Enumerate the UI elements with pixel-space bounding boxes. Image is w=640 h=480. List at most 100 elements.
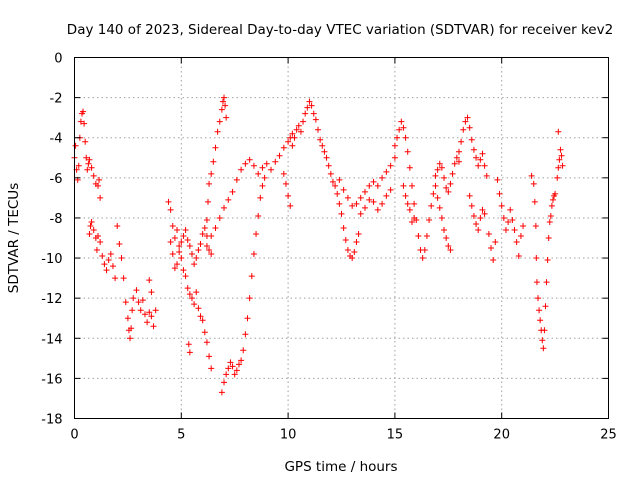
data-point <box>212 224 219 231</box>
data-point <box>208 232 215 239</box>
data-point <box>191 261 198 268</box>
data-point <box>93 247 100 254</box>
data-point <box>396 126 403 133</box>
data-point <box>182 226 189 233</box>
data-point <box>308 102 315 109</box>
data-point <box>199 230 206 237</box>
data-point <box>129 307 136 314</box>
data-point <box>464 114 471 121</box>
data-point <box>473 220 480 227</box>
data-point <box>171 235 178 241</box>
data-point <box>219 98 226 105</box>
data-point <box>537 317 544 324</box>
data-point <box>455 148 462 155</box>
data-point <box>559 162 566 169</box>
data-point <box>178 239 185 246</box>
data-point <box>344 247 351 254</box>
data-point <box>349 255 356 262</box>
data-point <box>488 245 495 252</box>
data-point <box>552 190 559 197</box>
data-point <box>468 136 475 143</box>
data-point <box>349 202 356 209</box>
data-point <box>479 206 486 213</box>
data-point <box>317 136 324 143</box>
data-point <box>133 287 140 294</box>
data-point <box>90 226 97 233</box>
data-point <box>404 148 411 155</box>
plot-frame <box>74 57 609 419</box>
data-point <box>150 323 157 330</box>
data-point <box>406 206 413 213</box>
data-point <box>297 128 304 135</box>
data-point <box>449 170 456 177</box>
y-tick-label: -18 <box>41 413 62 428</box>
data-point <box>72 142 79 149</box>
data-point <box>466 124 473 131</box>
data-point <box>221 94 228 101</box>
y-tick-label: -4 <box>50 132 63 147</box>
data-point <box>502 226 509 233</box>
data-point <box>379 174 386 181</box>
data-point <box>244 315 251 322</box>
data-point <box>180 267 187 274</box>
data-point <box>188 295 195 302</box>
data-point <box>555 128 562 135</box>
data-point <box>430 190 437 197</box>
data-point <box>221 204 228 211</box>
data-point <box>178 255 185 262</box>
data-point <box>300 118 307 125</box>
data-point <box>233 367 240 374</box>
data-point <box>336 176 343 183</box>
data-point <box>146 309 153 316</box>
data-point <box>280 170 287 177</box>
data-point <box>186 291 193 298</box>
data-point <box>97 239 104 246</box>
data-point <box>116 241 123 248</box>
data-point <box>391 154 398 161</box>
data-point <box>445 243 452 250</box>
data-point <box>447 180 454 187</box>
data-point <box>361 188 368 195</box>
data-point <box>259 164 266 171</box>
data-point <box>141 311 148 318</box>
data-point <box>496 190 503 197</box>
data-point <box>336 200 343 207</box>
data-point <box>84 166 91 173</box>
data-point <box>462 118 469 125</box>
data-point <box>544 257 551 264</box>
data-point <box>432 172 439 179</box>
data-point <box>86 230 93 237</box>
data-point <box>233 176 240 183</box>
x-axis-label: GPS time / hours <box>284 459 397 475</box>
data-point <box>80 108 87 115</box>
data-point <box>195 247 202 254</box>
data-point <box>505 218 512 225</box>
data-point <box>334 190 341 197</box>
data-point <box>184 285 191 292</box>
data-point <box>225 365 232 372</box>
data-point <box>85 160 92 167</box>
data-point <box>400 124 407 131</box>
data-point <box>302 110 309 117</box>
data-point <box>532 222 539 229</box>
data-point <box>351 249 358 256</box>
y-tick-label: -8 <box>50 212 63 227</box>
data-point <box>428 202 435 209</box>
data-point <box>229 188 236 195</box>
data-point <box>546 218 553 225</box>
data-point <box>135 299 142 306</box>
data-point <box>77 118 84 125</box>
data-point <box>225 196 232 203</box>
data-point <box>353 200 360 207</box>
data-point <box>105 257 112 264</box>
data-point <box>171 265 178 272</box>
data-point <box>195 305 202 312</box>
data-point <box>370 178 377 185</box>
data-point <box>468 202 475 209</box>
x-tick-label: 10 <box>280 428 297 443</box>
data-point <box>165 198 172 205</box>
data-point <box>186 243 193 250</box>
data-point <box>492 239 499 246</box>
data-point <box>327 170 334 177</box>
data-point <box>280 144 287 151</box>
